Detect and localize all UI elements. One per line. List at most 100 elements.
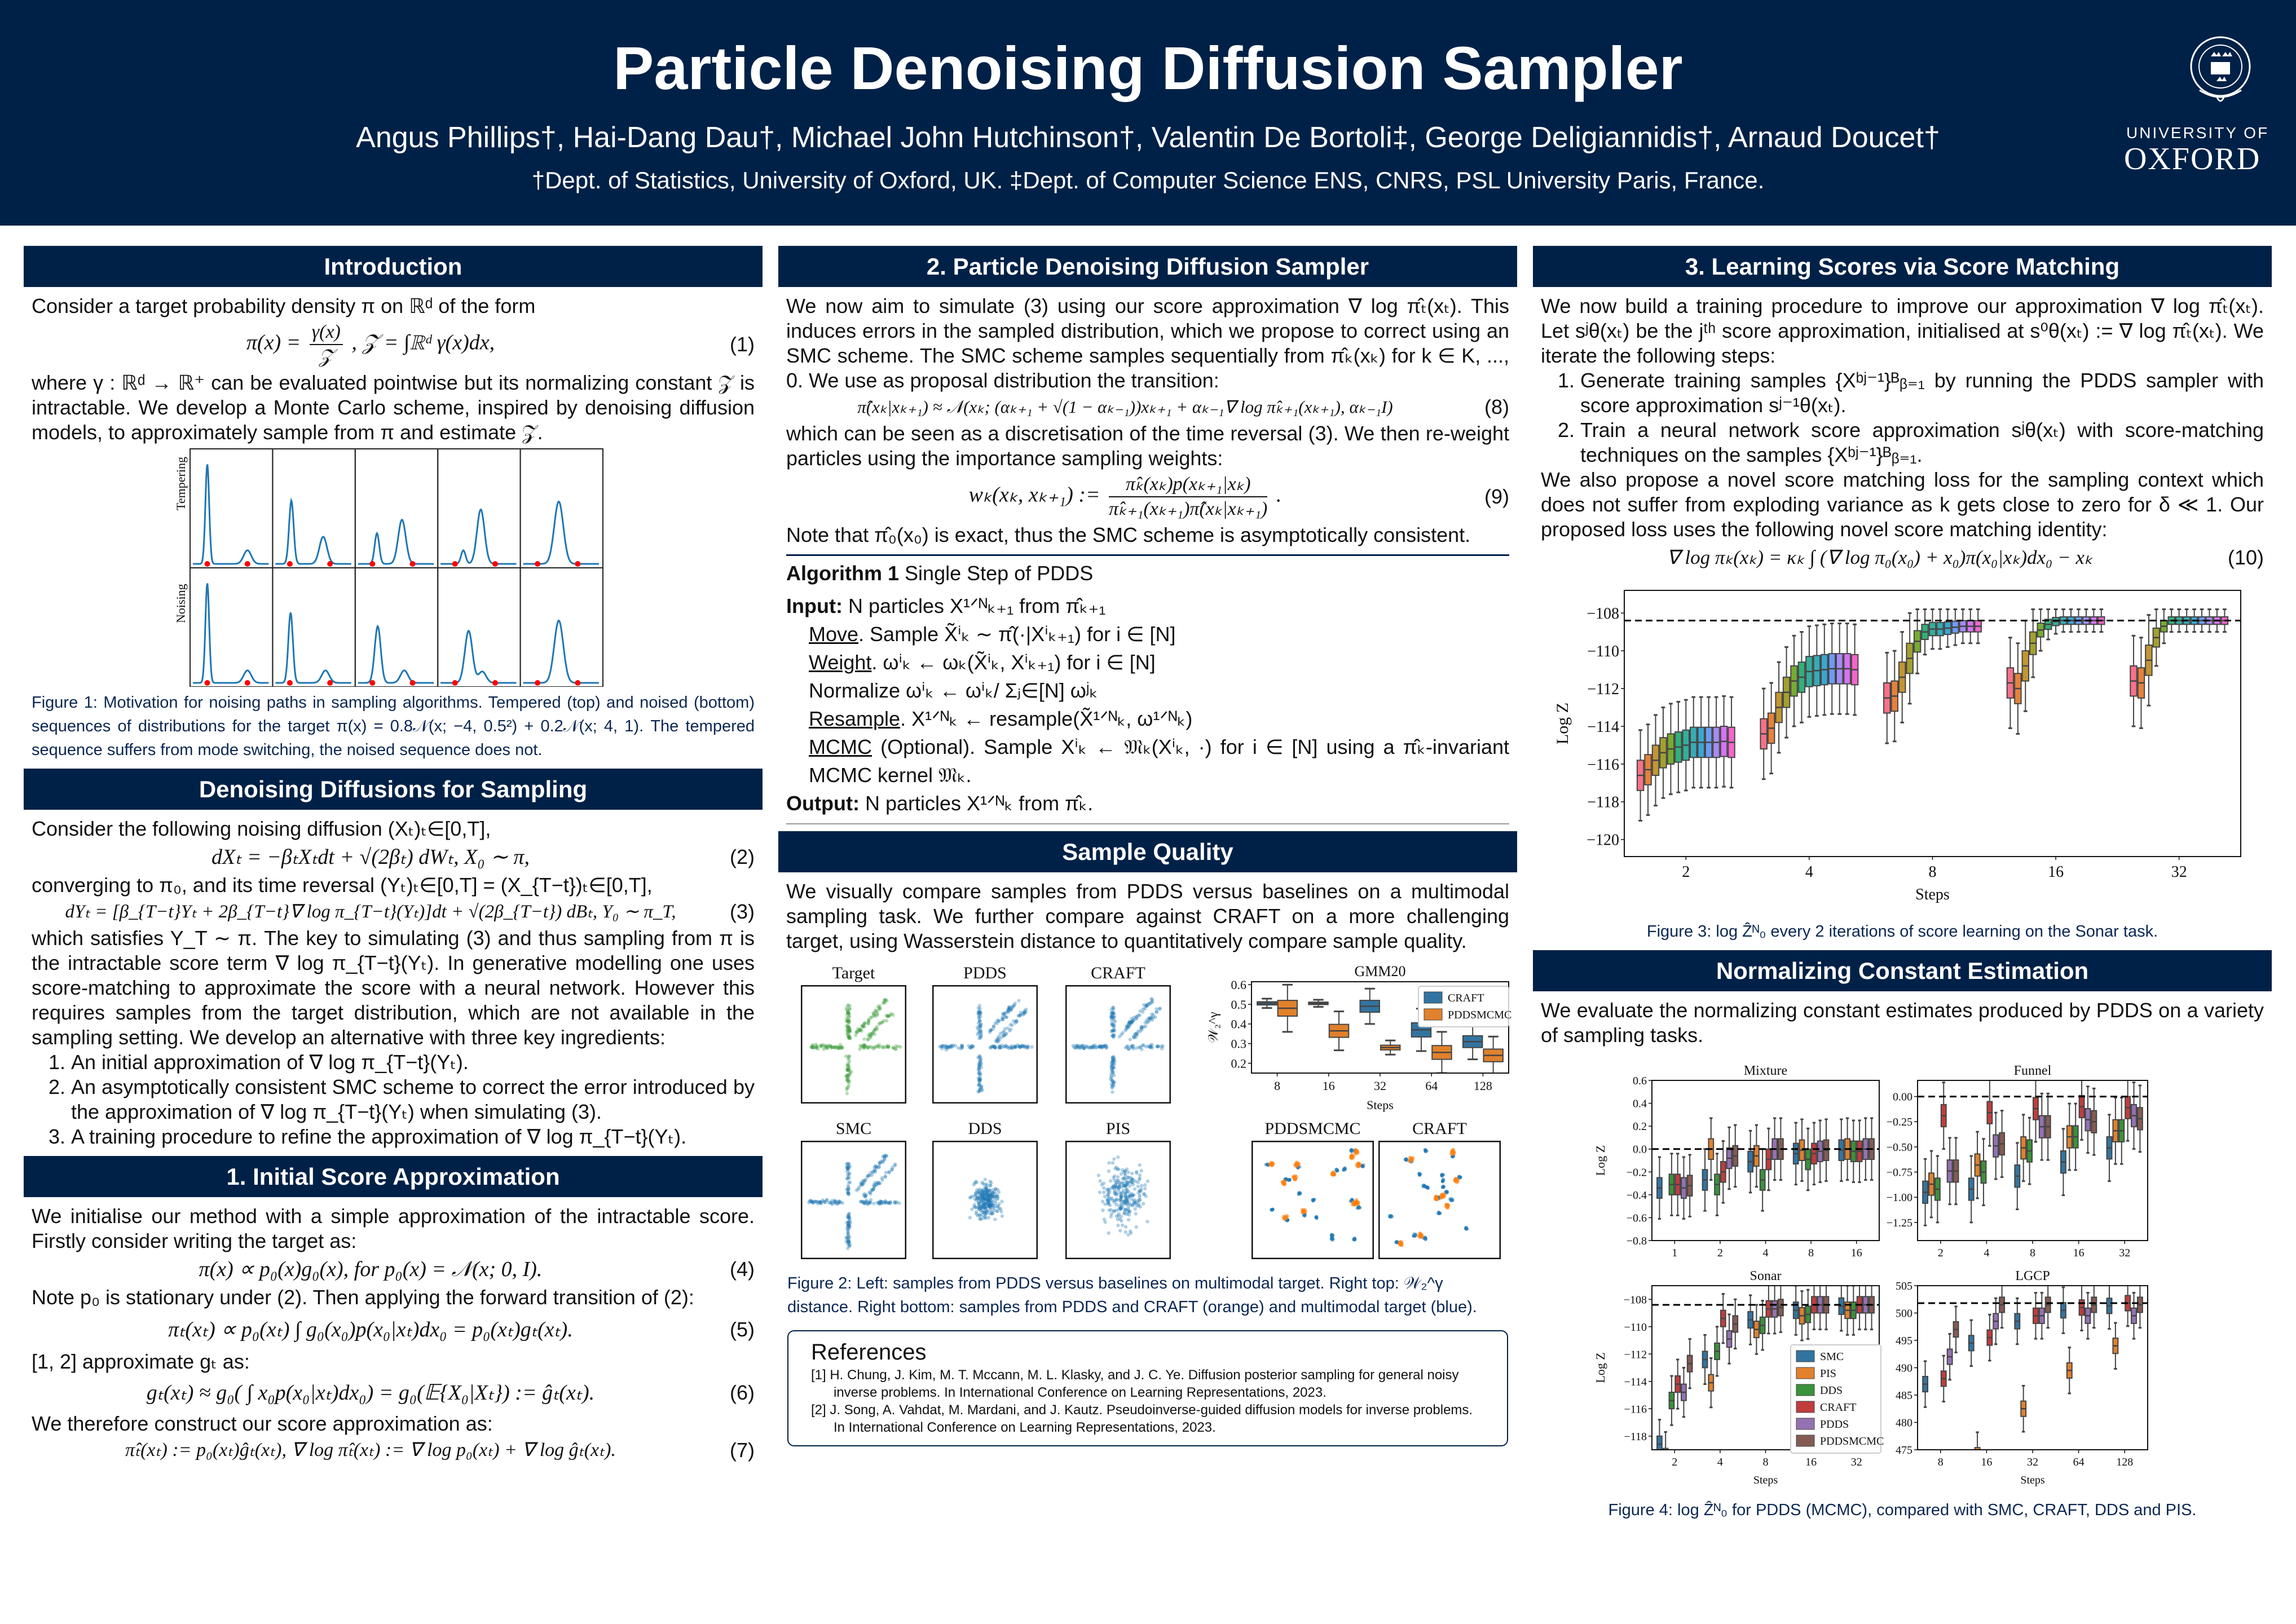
sample-point — [1011, 1046, 1015, 1050]
sample-point — [1124, 1195, 1128, 1199]
sample-point — [889, 1012, 893, 1016]
sample-point — [978, 1063, 982, 1067]
sample-point — [980, 1213, 984, 1217]
sample-point — [845, 1009, 850, 1013]
x-tick-label: 32 — [1851, 1456, 1862, 1468]
sample-point — [845, 1166, 850, 1170]
sample-point — [847, 1035, 850, 1040]
equation-8: π̂(xₖ|xₖ₊₁) ≈ 𝒩(xₖ; (αₖ₊₁ + √(1 − αₖ₋₁))… — [786, 395, 1509, 420]
sample-point — [995, 1209, 999, 1213]
sample-point — [1004, 1010, 1008, 1014]
y-tick-label: 485 — [1896, 1389, 1912, 1402]
sample-point — [984, 1188, 988, 1191]
sample-point — [1138, 1189, 1142, 1193]
sample-point — [810, 1199, 815, 1204]
sample-point — [896, 1044, 900, 1048]
sample-point — [847, 1234, 852, 1239]
list-item: A training procedure to refine the appro… — [71, 1124, 755, 1149]
sample-point — [992, 1208, 997, 1212]
sample-point — [836, 1201, 840, 1205]
sample-point — [847, 1035, 851, 1039]
sample-point — [865, 1202, 869, 1206]
sample-point — [873, 1181, 877, 1185]
sample-point — [845, 1063, 849, 1068]
sample-point — [1122, 1211, 1126, 1215]
sample-point — [887, 1170, 891, 1174]
sample-point — [980, 1198, 984, 1202]
sample-point — [977, 1072, 981, 1076]
sample-point — [847, 1176, 851, 1180]
sample-point — [981, 1190, 986, 1195]
sample-point — [833, 1199, 838, 1204]
sample-point — [1002, 1034, 1006, 1038]
paragraph: We evaluate the normalizing constant est… — [1541, 999, 2264, 1047]
sample-point — [1112, 1011, 1116, 1015]
sample-point — [1132, 1199, 1136, 1203]
sample-point — [1103, 1220, 1107, 1224]
y-tick-label: 0.00 — [1893, 1091, 1912, 1104]
sample-point — [988, 1192, 992, 1196]
sample-point — [979, 1189, 984, 1194]
sample-point — [988, 1184, 992, 1188]
sample-point — [877, 1006, 881, 1010]
sample-point — [997, 1202, 1001, 1206]
sample-point — [1125, 1182, 1129, 1187]
density-curve — [523, 619, 599, 684]
sample-point — [880, 1020, 884, 1024]
sample-point — [972, 1205, 976, 1209]
sample-point — [1111, 1012, 1116, 1016]
sample-point — [981, 1195, 985, 1199]
sample-point — [1108, 1203, 1112, 1207]
sample-point — [1107, 1161, 1111, 1165]
sample-point — [980, 1180, 984, 1185]
sample-point — [982, 1203, 986, 1208]
sample-point — [1110, 1022, 1114, 1026]
sample-point — [976, 1190, 980, 1194]
sample-point — [1076, 1044, 1080, 1049]
sample-point — [1091, 1044, 1095, 1048]
sample-point — [846, 1223, 850, 1227]
sample-point — [1003, 1012, 1007, 1016]
sample-point — [1112, 1190, 1117, 1194]
y-tick-label: −0.8 — [1627, 1235, 1647, 1247]
sample-point — [845, 1170, 849, 1173]
paragraph: We visually compare samples from PDDS ve… — [786, 880, 1509, 952]
sample-point — [1127, 1025, 1131, 1029]
sample-point — [1112, 1007, 1116, 1012]
section-denoising: Denoising Diffusions for Sampling Consid… — [24, 769, 763, 1149]
legend-label: PIS — [1820, 1367, 1836, 1380]
sample-point — [1114, 1181, 1118, 1185]
sample-point — [978, 1007, 982, 1011]
sample-point — [989, 1212, 994, 1216]
sample-point — [941, 1044, 945, 1048]
sample-point — [1125, 1188, 1129, 1191]
sample-point — [889, 1168, 894, 1172]
sample-point — [1125, 1198, 1129, 1203]
sample-point — [878, 1202, 882, 1206]
sample-point — [1023, 1045, 1028, 1050]
sample-point — [1112, 1176, 1116, 1180]
reference-item: [1] H. Chung, J. Kim, M. T. Mccann, M. L… — [811, 1367, 1459, 1400]
sample-point — [893, 1163, 897, 1167]
sample-point — [1149, 1016, 1153, 1020]
sample-point — [845, 1086, 849, 1090]
sample-point — [1114, 1198, 1119, 1202]
sample-point — [846, 1242, 850, 1246]
paragraph: which satisfies Y_T ∼ π. The key to simu… — [32, 926, 755, 1049]
sample-point — [973, 1193, 978, 1198]
legend-swatch — [1796, 1401, 1815, 1413]
sample-point — [996, 1040, 1001, 1044]
sample-point — [846, 1034, 850, 1038]
sample-point — [1111, 1011, 1115, 1016]
sample-point — [858, 1027, 863, 1031]
x-tick-label: 16 — [1805, 1456, 1817, 1468]
sample-point — [846, 1230, 850, 1234]
sample-point — [960, 1043, 964, 1048]
sample-point — [869, 1016, 873, 1020]
sample-point — [1110, 1079, 1115, 1084]
sample-point — [982, 1197, 986, 1201]
sample-point — [991, 1195, 996, 1199]
sample-point — [871, 1031, 875, 1035]
sample-point — [1143, 1024, 1148, 1029]
sample-point — [991, 1045, 995, 1049]
